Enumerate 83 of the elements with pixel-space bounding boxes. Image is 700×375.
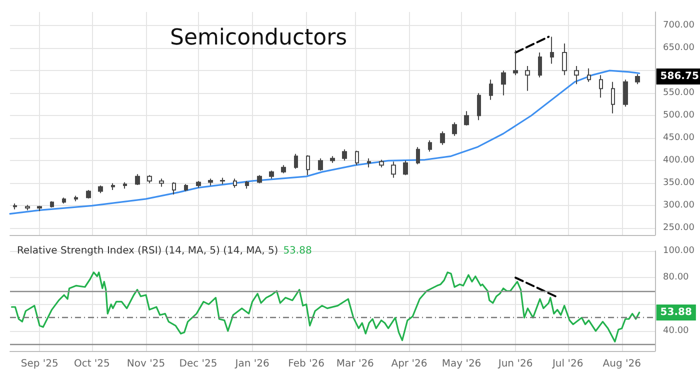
chart-title: Relative Strength Index (RSI) (14, MA, 5) (14, MA, 5) bbox=[17, 246, 278, 256]
y-tick-label: 400.00 bbox=[663, 156, 695, 166]
candlestick bbox=[403, 160, 408, 176]
candlestick bbox=[245, 180, 249, 190]
candlestick bbox=[599, 74, 603, 98]
y-tick-label: 450.00 bbox=[663, 133, 695, 144]
candlestick bbox=[13, 202, 17, 210]
candlestick bbox=[306, 154, 310, 176]
x-tick-label: Sep '25 bbox=[20, 358, 58, 370]
x-tick-label: Aug '26 bbox=[602, 358, 641, 370]
candlestick bbox=[74, 195, 78, 202]
candlestick bbox=[159, 178, 164, 188]
x-tick-label: Dec '25 bbox=[179, 358, 218, 370]
candlestick bbox=[233, 178, 237, 188]
candlestick bbox=[440, 130, 445, 146]
x-tick-label: Oct '25 bbox=[74, 358, 110, 370]
candlestick bbox=[367, 158, 371, 168]
y-tick-label: 300.00 bbox=[663, 200, 695, 211]
annotation: 586.75 bbox=[660, 71, 699, 82]
candlestick bbox=[574, 66, 579, 85]
y-tick-label: 40.00 bbox=[663, 326, 690, 336]
y-tick-label: 250.00 bbox=[663, 223, 695, 234]
candlestick bbox=[379, 159, 384, 168]
y-tick-label: 80.00 bbox=[663, 272, 690, 283]
candlestick bbox=[318, 158, 323, 172]
candlestick bbox=[269, 170, 274, 180]
line-series bbox=[10, 272, 640, 342]
candlestick bbox=[501, 70, 506, 96]
candlestick bbox=[416, 146, 420, 165]
candlestick bbox=[37, 205, 42, 212]
candlestick bbox=[452, 122, 457, 136]
candlestick bbox=[25, 204, 30, 211]
y-tick-label: 550.00 bbox=[663, 88, 695, 98]
candlestick bbox=[635, 74, 640, 85]
candlestick bbox=[477, 92, 481, 121]
candlestick bbox=[525, 66, 530, 92]
x-tick-label: Mar '26 bbox=[336, 358, 374, 370]
candlestick bbox=[342, 148, 347, 162]
candlestick bbox=[391, 161, 396, 178]
annotation: 53.88 bbox=[660, 306, 692, 318]
y-tick-label: 100.00 bbox=[663, 246, 695, 256]
candlestick bbox=[257, 174, 262, 184]
candlestick bbox=[135, 174, 140, 186]
candlestick bbox=[123, 182, 127, 190]
candlestick bbox=[562, 43, 567, 76]
x-tick-label: Jun '26 bbox=[497, 358, 533, 370]
candlestick bbox=[147, 174, 152, 184]
x-tick-label: Jul '26 bbox=[551, 358, 584, 370]
candlestick bbox=[538, 52, 542, 78]
candlestick bbox=[220, 177, 225, 185]
candlestick bbox=[550, 36, 554, 64]
candlestick bbox=[330, 156, 335, 164]
x-tick-label: Jan '26 bbox=[234, 358, 270, 370]
candlestick bbox=[184, 184, 188, 192]
candlestick bbox=[50, 200, 54, 208]
candlestick bbox=[86, 189, 91, 200]
candlestick bbox=[587, 68, 591, 82]
candlestick bbox=[489, 79, 493, 100]
y-tick-label: 500.00 bbox=[663, 110, 695, 121]
chart-subtitle: 53.88 bbox=[283, 246, 312, 256]
candlestick bbox=[294, 153, 298, 170]
candlestick bbox=[623, 79, 628, 108]
candlestick bbox=[172, 182, 176, 195]
x-tick-label: Apr '26 bbox=[391, 358, 428, 370]
candlestick bbox=[62, 197, 66, 204]
candlestick bbox=[513, 50, 518, 76]
y-tick-label: 700.00 bbox=[663, 20, 695, 31]
x-tick-label: Feb '26 bbox=[288, 358, 325, 370]
candlestick bbox=[281, 164, 286, 174]
candlestick bbox=[111, 182, 115, 190]
candlestick bbox=[428, 140, 432, 152]
candlestick bbox=[355, 150, 359, 166]
y-tick-label: 650.00 bbox=[663, 43, 695, 54]
text: Semiconductors bbox=[170, 26, 348, 50]
x-tick-label: Nov '25 bbox=[126, 358, 166, 370]
y-tick-label: 350.00 bbox=[663, 178, 695, 188]
x-tick-label: May '26 bbox=[442, 358, 482, 370]
candlestick bbox=[464, 110, 469, 126]
candlestick bbox=[98, 184, 103, 194]
candlestick bbox=[196, 180, 201, 188]
candlestick bbox=[611, 81, 615, 114]
candlestick bbox=[208, 178, 213, 186]
line-series bbox=[9, 70, 640, 215]
